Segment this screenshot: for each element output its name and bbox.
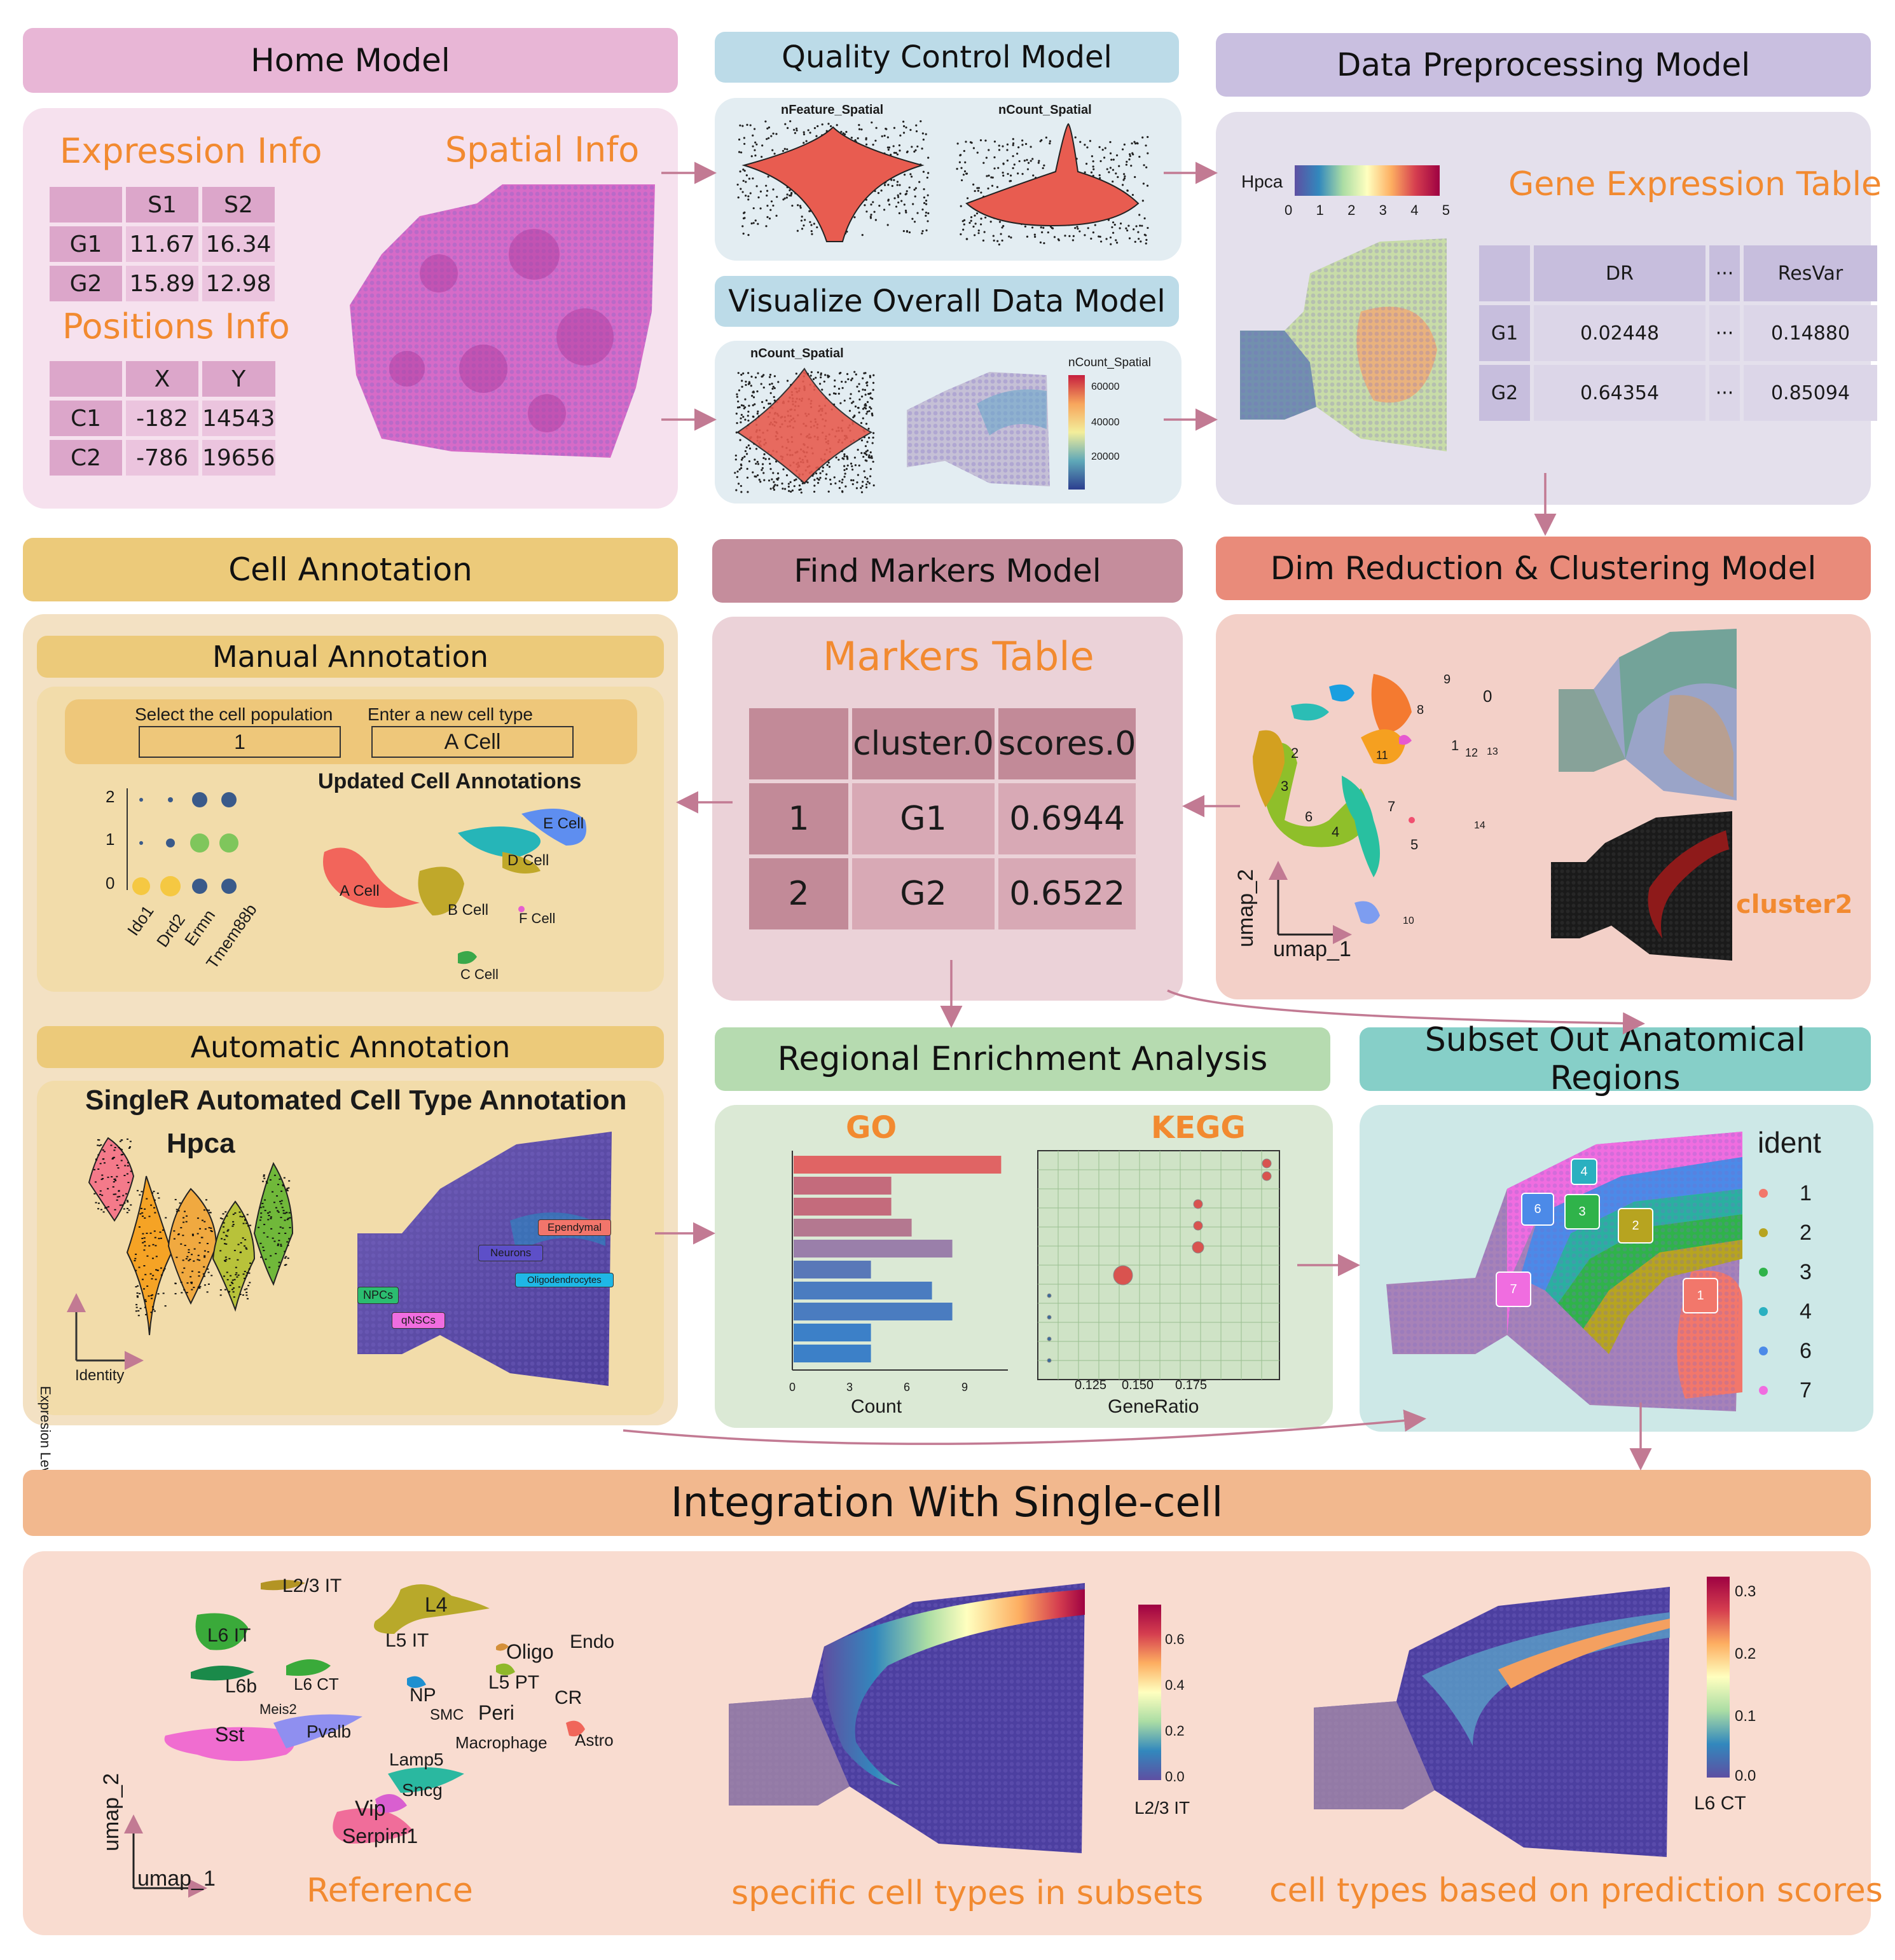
flow-arrows bbox=[0, 0, 1895, 1960]
